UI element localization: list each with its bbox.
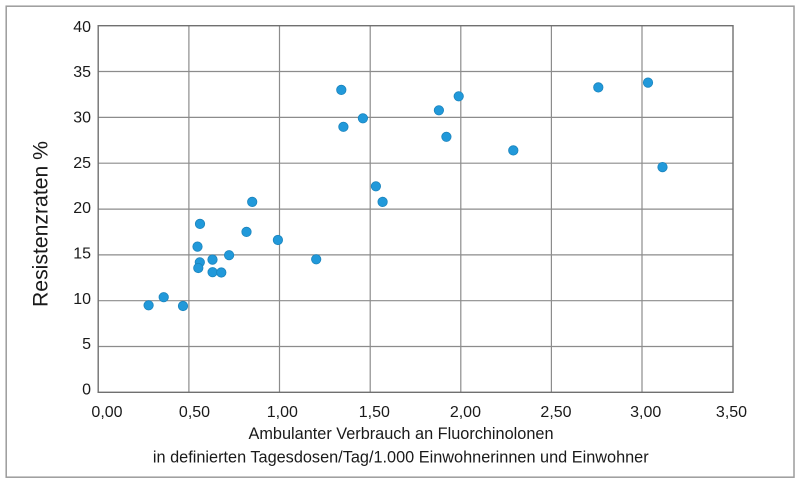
svg-text:Resistenzraten %: Resistenzraten % — [30, 141, 53, 307]
svg-text:25: 25 — [73, 155, 91, 172]
svg-text:40: 40 — [73, 19, 91, 36]
svg-text:3,00: 3,00 — [630, 404, 661, 421]
svg-text:3,50: 3,50 — [716, 404, 747, 421]
svg-text:0: 0 — [82, 382, 91, 399]
svg-text:1,00: 1,00 — [267, 404, 298, 421]
svg-text:Ambulanter Verbrauch an Fluorc: Ambulanter Verbrauch an Fluorchinolonen — [248, 425, 553, 443]
svg-text:1,50: 1,50 — [359, 404, 390, 421]
svg-text:0,00: 0,00 — [91, 404, 122, 421]
svg-text:20: 20 — [73, 200, 91, 217]
svg-text:2,50: 2,50 — [540, 404, 571, 421]
svg-text:2,00: 2,00 — [450, 404, 481, 421]
svg-text:15: 15 — [73, 246, 91, 263]
svg-text:0,50: 0,50 — [179, 404, 210, 421]
svg-text:in definierten Tagesdosen/Tag/: in definierten Tagesdosen/Tag/1.000 Einw… — [153, 449, 649, 467]
svg-text:30: 30 — [73, 110, 91, 127]
svg-text:35: 35 — [73, 64, 91, 81]
svg-text:10: 10 — [73, 291, 91, 308]
svg-text:5: 5 — [82, 336, 91, 353]
